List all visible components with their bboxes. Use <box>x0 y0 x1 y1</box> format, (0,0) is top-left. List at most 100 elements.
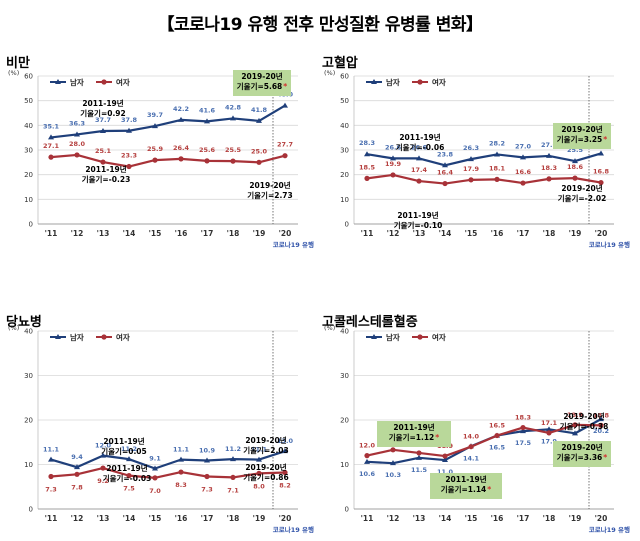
female-data-label: 18.5 <box>359 163 376 171</box>
male-point <box>442 162 448 168</box>
x-tick-label: '20 <box>595 229 608 238</box>
slope-annotation-text: 기울기=-0.06 <box>396 142 445 152</box>
female-data-label: 27.7 <box>277 141 293 149</box>
legend-female-label: 여자 <box>432 77 446 87</box>
male-point <box>126 456 132 462</box>
male-data-label: 26.6 <box>411 143 428 151</box>
female-data-label: 17.1 <box>541 419 558 427</box>
x-tick-label: '15 <box>149 229 162 238</box>
female-data-label: 7.8 <box>71 483 83 491</box>
x-tick-label: '17 <box>517 514 530 523</box>
male-data-label: 9.1 <box>149 455 161 463</box>
slope-annotation-text: 2011-19년 <box>106 463 147 473</box>
female-data-label: 25.1 <box>95 147 112 155</box>
female-point <box>282 469 288 476</box>
x-tick-label: '12 <box>71 514 84 523</box>
slope-annotation-text: 기울기=1.14* <box>441 484 492 494</box>
chart-panel-2: (%) 0 10 20 30 40 '11 '12 '13 '14 '15 '16 '17 '18 '19 '… <box>8 324 314 534</box>
y-tick-label: 0 <box>345 221 349 229</box>
male-data-label: 28.2 <box>489 139 505 147</box>
legend-female-label: 여자 <box>116 77 130 87</box>
y-tick-label: 40 <box>340 328 349 336</box>
female-data-label: 17.4 <box>411 166 428 174</box>
x-tick-label: '19 <box>569 514 582 523</box>
slope-annotation-text: 기울기=0.05 <box>101 446 147 456</box>
male-point <box>546 152 552 158</box>
female-series-line <box>50 466 286 479</box>
x-tick-label: '16 <box>175 229 188 238</box>
slope-annotation-text: 2011-19년 <box>85 164 126 174</box>
legend-male-marker <box>55 334 61 339</box>
female-point <box>598 179 604 186</box>
female-point <box>468 177 474 183</box>
covid-label: 코로나19 유행 <box>273 525 314 534</box>
female-series-line <box>50 153 286 168</box>
male-point <box>256 117 262 123</box>
male-point <box>230 115 236 121</box>
panel-title-diabetes: 당뇨병 <box>6 315 42 330</box>
y-tick-label: 10 <box>24 461 33 469</box>
male-data-label: 27.6 <box>541 141 558 149</box>
female-data-label: 23.3 <box>121 152 137 160</box>
slope-annotation-text: 2011-19년 <box>397 210 438 220</box>
female-data-label: 18.3 <box>515 414 531 422</box>
female-point <box>230 158 236 164</box>
slope-annotation-text: 기울기=2.73 <box>247 190 293 200</box>
female-point <box>152 157 158 163</box>
slope-annotation-text: 2019-20년 <box>245 462 286 472</box>
male-data-label: 36.3 <box>69 119 85 127</box>
female-data-label: 8.0 <box>253 482 265 490</box>
male-data-label: 28.3 <box>359 139 375 147</box>
slope-annotation-text: 2019-20년 <box>561 124 602 134</box>
slope-annotation-text: 2011-19년 <box>399 132 440 142</box>
female-point <box>442 453 448 459</box>
male-data-label: 13.0 <box>277 437 294 445</box>
male-point <box>126 127 132 133</box>
slope-annotation-box <box>553 441 611 467</box>
male-data-label: 26.6 <box>385 143 402 151</box>
x-tick-label: '18 <box>227 229 240 238</box>
x-tick-label: '19 <box>569 229 582 238</box>
female-data-label: 28.0 <box>69 140 86 148</box>
female-point <box>390 172 396 178</box>
legend-female-marker <box>101 334 107 340</box>
slope-annotation-text: 2011-19년 <box>103 436 144 446</box>
legend-female-marker <box>417 79 423 85</box>
male-point <box>598 150 604 156</box>
x-tick-label: '14 <box>123 229 136 238</box>
y-tick-label: 0 <box>29 221 33 229</box>
female-point <box>520 180 526 186</box>
male-data-label: 11.1 <box>251 446 268 454</box>
y-tick-label: 20 <box>340 417 349 425</box>
female-point <box>364 453 370 459</box>
x-tick-label: '20 <box>595 514 608 523</box>
female-point <box>494 176 500 182</box>
female-data-label: 8.2 <box>279 482 291 490</box>
female-data-label: 26.4 <box>173 144 190 152</box>
male-point <box>442 457 448 463</box>
female-point <box>494 432 500 439</box>
slope-annotation-text: 2019-20년 <box>245 435 286 445</box>
slope-annotation-text: 2011-19년 <box>82 98 123 108</box>
female-data-label: 25.0 <box>251 147 268 155</box>
female-point <box>546 430 552 436</box>
male-point <box>74 131 80 137</box>
legend-male-label: 남자 <box>386 77 400 87</box>
slope-annotation-text: 기울기=-0.10 <box>394 220 443 230</box>
x-tick-label: '17 <box>517 229 530 238</box>
legend-female-label: 여자 <box>432 332 446 342</box>
female-point <box>256 470 262 476</box>
legend-male-marker <box>371 79 377 84</box>
female-data-label: 9.2 <box>97 477 109 485</box>
legend-male-label: 남자 <box>386 332 400 342</box>
y-tick-label: 10 <box>24 196 33 204</box>
female-point <box>364 175 370 181</box>
male-data-label: 11.2 <box>121 445 137 453</box>
male-point <box>178 116 184 122</box>
page-title: 【코로나19 유행 전후 만성질환 유병률 변화】 <box>157 15 484 35</box>
male-point <box>390 155 396 161</box>
female-point <box>230 474 236 481</box>
female-data-label: 25.9 <box>147 145 164 153</box>
female-point <box>74 152 80 158</box>
male-point <box>572 430 578 436</box>
